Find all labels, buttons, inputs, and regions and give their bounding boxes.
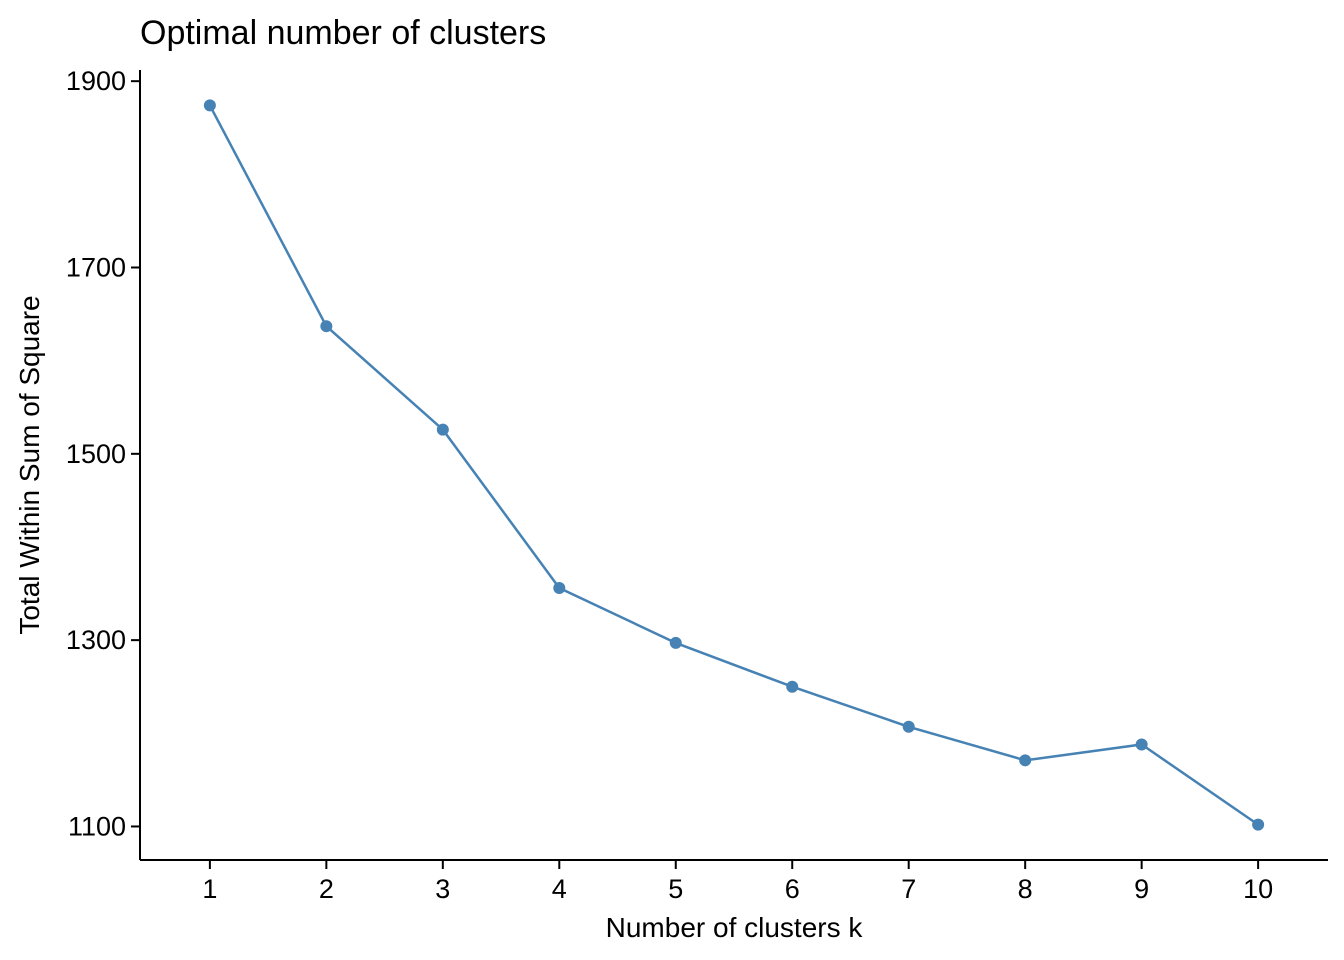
data-point	[902, 720, 915, 733]
y-tick-label: 1100	[68, 811, 126, 841]
chart-title: Optimal number of clusters	[140, 14, 546, 52]
x-tick-label: 7	[901, 874, 916, 904]
y-tick-label: 1300	[66, 625, 126, 655]
x-tick-label: 8	[1018, 874, 1033, 904]
data-point	[786, 680, 799, 693]
data-point	[1252, 818, 1265, 831]
series-line	[208, 104, 1259, 826]
x-tick-label: 5	[668, 874, 683, 904]
series-group	[203, 99, 1265, 831]
y-axis-ticks: 1100 1300 1500 1700 1900	[66, 66, 140, 841]
x-tick-label: 4	[552, 874, 567, 904]
data-point	[320, 320, 333, 333]
x-tick-label: 10	[1243, 874, 1273, 904]
y-axis-title: Total Within Sum of Square	[14, 295, 45, 634]
data-point	[436, 423, 449, 436]
x-tick-label: 2	[319, 874, 334, 904]
data-point	[1135, 738, 1148, 751]
y-tick-label: 1700	[66, 253, 126, 283]
data-point	[203, 99, 216, 112]
data-point	[553, 581, 566, 594]
x-axis-ticks: 1 2 3 4 5 6 7 8 9 10	[202, 860, 1273, 904]
y-tick-label: 1500	[66, 439, 126, 469]
data-point	[1019, 754, 1032, 767]
x-tick-label: 9	[1134, 874, 1149, 904]
x-axis-title: Number of clusters k	[606, 912, 864, 943]
y-tick-label: 1900	[66, 66, 126, 96]
x-tick-label: 3	[435, 874, 450, 904]
x-tick-label: 6	[785, 874, 800, 904]
data-point	[669, 636, 682, 649]
x-tick-label: 1	[202, 874, 217, 904]
